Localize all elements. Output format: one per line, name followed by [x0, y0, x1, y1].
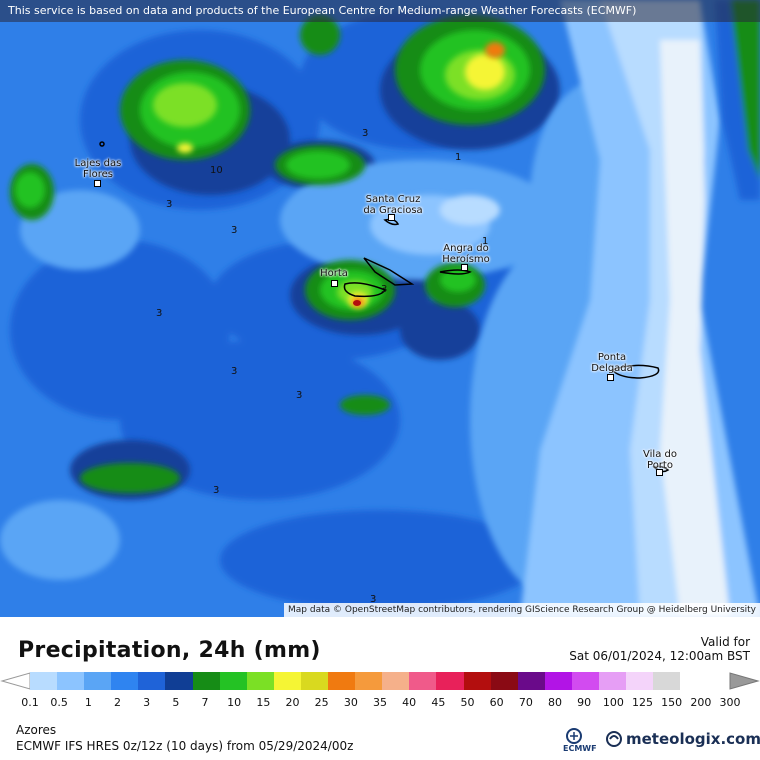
place-label-angra: Angra do Heroísmo: [442, 243, 490, 265]
town-marker: [461, 264, 468, 271]
scale-swatch: [192, 672, 220, 690]
scale-swatch: [30, 672, 58, 690]
contour-label: 1: [455, 152, 462, 163]
place-label-horta: Horta: [320, 268, 348, 279]
ecmwf-logo-text: ECMWF: [563, 744, 597, 753]
scale-swatch: [409, 672, 437, 690]
ecmwf-logo-icon: [566, 728, 582, 744]
contour-label: 3: [370, 594, 377, 605]
meteologix-icon: [606, 731, 622, 747]
scale-tick-label: 80: [548, 696, 562, 709]
scale-tick-label: 20: [285, 696, 300, 709]
model-info: ECMWF IFS HRES 0z/12z (10 days) from 05/…: [16, 739, 354, 753]
contour-label: 3: [213, 485, 220, 496]
place-label-lajes: Lajes das Flores: [74, 158, 122, 180]
scale-swatch: [165, 672, 193, 690]
ecmwf-disclaimer-banner: This service is based on data and produc…: [0, 0, 760, 22]
scale-swatch: [219, 672, 247, 690]
town-marker: [656, 469, 663, 476]
valid-date: Sat 06/01/2024, 12:00am BST: [569, 649, 750, 663]
scale-tick-label: 60: [489, 696, 504, 709]
scale-tick-label: 30: [343, 696, 358, 709]
scale-tick-label: 45: [431, 696, 446, 709]
contour-label: 3: [156, 308, 163, 319]
scale-tick-label: 90: [577, 696, 592, 709]
town-marker: [94, 180, 101, 187]
scale-swatch: [571, 672, 599, 690]
scale-swatch: [246, 672, 274, 690]
scale-tick-label: 25: [314, 696, 329, 709]
scale-swatch: [328, 672, 356, 690]
map-canvas: [0, 0, 760, 617]
map-attribution: Map data © OpenStreetMap contributors, r…: [284, 603, 760, 617]
region-label: Azores: [16, 723, 57, 737]
scale-tick-label: 10: [227, 696, 242, 709]
scale-tick-label: 125: [632, 696, 653, 709]
scale-tick-label: 3: [143, 696, 151, 709]
scale-swatch: [300, 672, 329, 690]
scale-tick-label: 1: [84, 696, 92, 709]
scale-tick-label: 300: [719, 696, 741, 709]
place-label-vila-do-porto: Vila do Porto: [643, 449, 677, 471]
scale-tick-label: 35: [373, 696, 387, 709]
scale-tick-label: 150: [661, 696, 683, 709]
contour-label: 3: [166, 199, 173, 210]
town-marker: [388, 214, 395, 221]
scale-swatch: [273, 672, 301, 690]
scale-swatches: [30, 672, 681, 690]
scale-ticks: 0.1 0.5 1 2 3 5 7 10 15 20 25 30 35 40 45 50 60 70 80 90 100…: [0, 696, 760, 710]
contour-label: 3: [381, 284, 388, 295]
contour-label: 3: [296, 390, 303, 401]
scale-swatch: [626, 672, 654, 690]
contour-label: 3: [231, 366, 238, 377]
scale-tick-label: 40: [402, 696, 417, 709]
scale-tick-label: 7: [201, 696, 209, 709]
scale-swatch: [463, 672, 491, 690]
meteologix-logo[interactable]: meteologix.com: [605, 730, 760, 748]
scale-swatch: [653, 672, 681, 690]
scale-swatch: [490, 672, 518, 690]
chart-title: Precipitation, 24h (mm): [18, 638, 321, 663]
scale-tick-label: 50: [460, 696, 475, 709]
scale-swatch: [355, 672, 383, 690]
contour-label: 1: [482, 236, 489, 247]
scale-tick-label: 70: [518, 696, 533, 709]
scale-tick-label: 0.5: [50, 696, 68, 709]
meteologix-brand: meteologix.com: [626, 730, 760, 748]
scale-swatch: [544, 672, 572, 690]
scale-swatch: [138, 672, 166, 690]
town-marker: [607, 374, 614, 381]
scale-swatch: [517, 672, 545, 690]
scale-swatch: [436, 672, 464, 690]
legend-footer: Precipitation, 24h (mm) Valid for Sat 06…: [0, 617, 760, 760]
scale-swatch: [84, 672, 112, 690]
place-label-santa-cruz: Santa Cruz da Graciosa: [363, 194, 423, 216]
scale-tick-label: 2: [114, 696, 121, 709]
scale-tick-label: 100: [602, 696, 624, 709]
contour-label: 10: [210, 165, 223, 176]
precipitation-map[interactable]: This service is based on data and produc…: [0, 0, 760, 617]
place-label-ponta-delgada: Ponta Delgada: [591, 352, 633, 374]
town-marker: [331, 280, 338, 287]
scale-swatch: [111, 672, 139, 690]
scale-swatch: [382, 672, 410, 690]
scale-tick-label: 200: [690, 696, 712, 709]
color-scale: [0, 670, 760, 690]
scale-tick-label: 15: [256, 696, 271, 709]
scale-swatch: [57, 672, 85, 690]
scale-swatch: [598, 672, 627, 690]
scale-tick-label: 0.1: [21, 696, 39, 709]
scale-tick-label: 5: [172, 696, 180, 709]
contour-label: 3: [362, 128, 369, 139]
contour-label: 3: [231, 225, 238, 236]
valid-for-label: Valid for: [700, 635, 750, 649]
